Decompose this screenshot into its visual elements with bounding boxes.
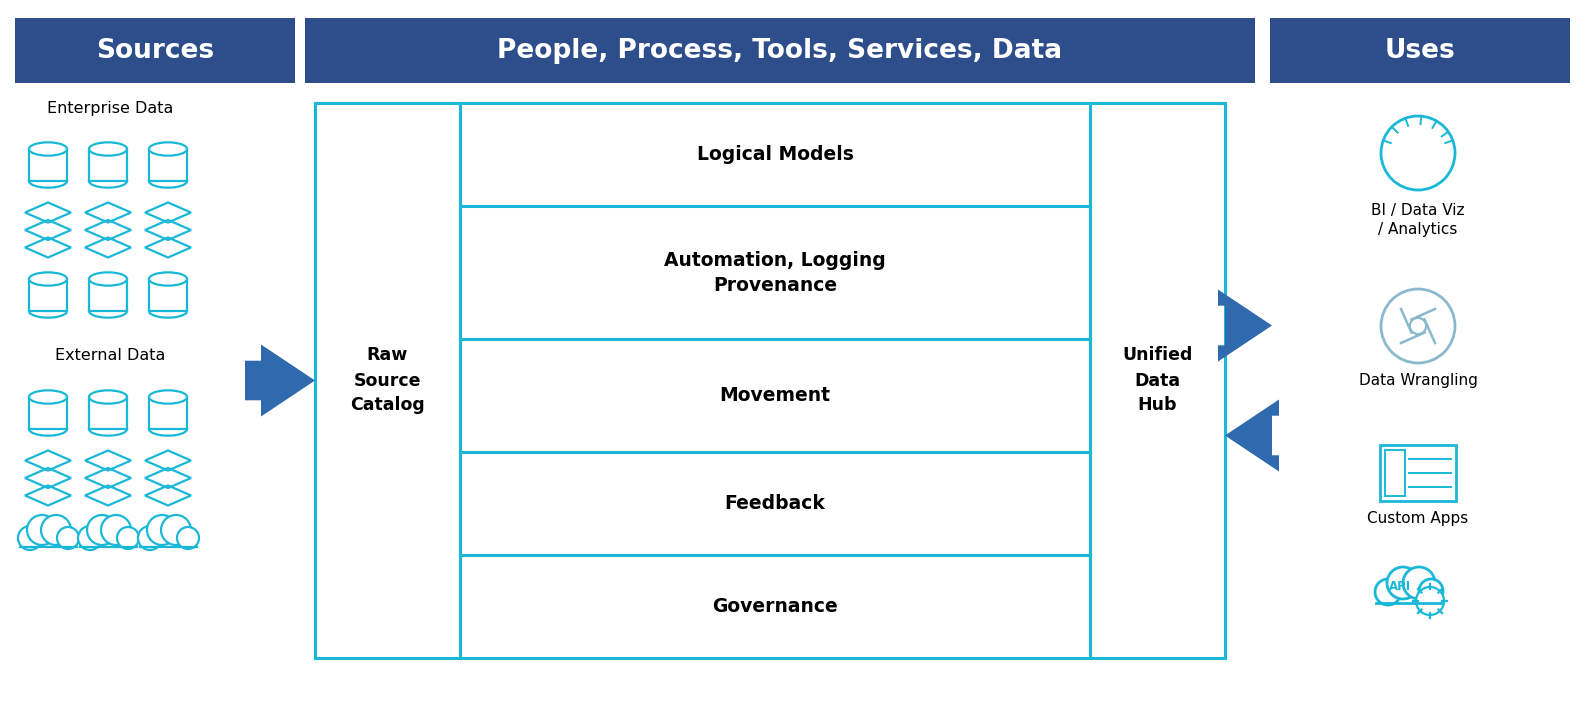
Ellipse shape: [149, 142, 187, 156]
Circle shape: [1416, 587, 1445, 615]
Circle shape: [1381, 116, 1456, 190]
FancyBboxPatch shape: [315, 103, 459, 658]
Ellipse shape: [29, 142, 67, 156]
Polygon shape: [1224, 399, 1278, 472]
Circle shape: [138, 526, 162, 550]
FancyBboxPatch shape: [1270, 18, 1570, 83]
Text: Automation, Logging
Provenance: Automation, Logging Provenance: [664, 251, 885, 295]
FancyBboxPatch shape: [306, 18, 1255, 83]
Bar: [29, 397, 67, 429]
Circle shape: [1410, 318, 1426, 334]
FancyBboxPatch shape: [14, 18, 295, 83]
Ellipse shape: [89, 273, 127, 285]
Circle shape: [78, 526, 101, 550]
FancyBboxPatch shape: [459, 555, 1090, 658]
Text: Governance: Governance: [713, 597, 838, 616]
Polygon shape: [1218, 290, 1272, 362]
Text: Enterprise Data: Enterprise Data: [48, 101, 173, 115]
Text: People, Process, Tools, Services, Data: People, Process, Tools, Services, Data: [497, 38, 1063, 64]
Text: External Data: External Data: [55, 348, 165, 363]
Bar: [29, 279, 67, 311]
Text: BI / Data Viz
/ Analytics: BI / Data Viz / Analytics: [1372, 203, 1465, 236]
Text: Movement: Movement: [719, 387, 830, 406]
Bar: [89, 149, 127, 181]
Circle shape: [117, 527, 139, 549]
Circle shape: [1375, 579, 1400, 605]
Circle shape: [1419, 579, 1443, 603]
Text: Unified
Data
Hub: Unified Data Hub: [1123, 346, 1193, 414]
Bar: [89, 397, 127, 429]
Ellipse shape: [149, 273, 187, 285]
Bar: [149, 279, 187, 311]
FancyBboxPatch shape: [1090, 103, 1224, 658]
Circle shape: [27, 515, 57, 545]
Ellipse shape: [29, 390, 67, 404]
Text: Sources: Sources: [97, 38, 214, 64]
Circle shape: [162, 515, 192, 545]
Text: Logical Models: Logical Models: [697, 145, 854, 164]
Text: Feedback: Feedback: [724, 494, 825, 513]
FancyBboxPatch shape: [1380, 445, 1456, 501]
Circle shape: [147, 515, 177, 545]
Circle shape: [177, 527, 200, 549]
FancyBboxPatch shape: [459, 452, 1090, 555]
Circle shape: [1403, 567, 1435, 599]
FancyBboxPatch shape: [1384, 450, 1405, 496]
Polygon shape: [246, 345, 315, 416]
Circle shape: [87, 515, 117, 545]
FancyBboxPatch shape: [315, 103, 1224, 658]
Circle shape: [101, 515, 131, 545]
Bar: [29, 149, 67, 181]
Text: Uses: Uses: [1384, 38, 1456, 64]
FancyBboxPatch shape: [459, 339, 1090, 452]
Bar: [149, 397, 187, 429]
Ellipse shape: [149, 390, 187, 404]
Circle shape: [41, 515, 71, 545]
Bar: [149, 149, 187, 181]
Circle shape: [1381, 289, 1456, 363]
Circle shape: [17, 526, 43, 550]
Text: Raw
Source
Catalog: Raw Source Catalog: [350, 346, 425, 414]
FancyBboxPatch shape: [459, 206, 1090, 339]
FancyBboxPatch shape: [459, 103, 1090, 206]
Ellipse shape: [89, 142, 127, 156]
Text: Custom Apps: Custom Apps: [1367, 511, 1468, 526]
Ellipse shape: [89, 390, 127, 404]
Text: API: API: [1389, 580, 1411, 593]
Ellipse shape: [29, 273, 67, 285]
Text: Data Wrangling: Data Wrangling: [1359, 373, 1478, 388]
Circle shape: [1388, 567, 1419, 599]
Circle shape: [57, 527, 79, 549]
Bar: [89, 279, 127, 311]
